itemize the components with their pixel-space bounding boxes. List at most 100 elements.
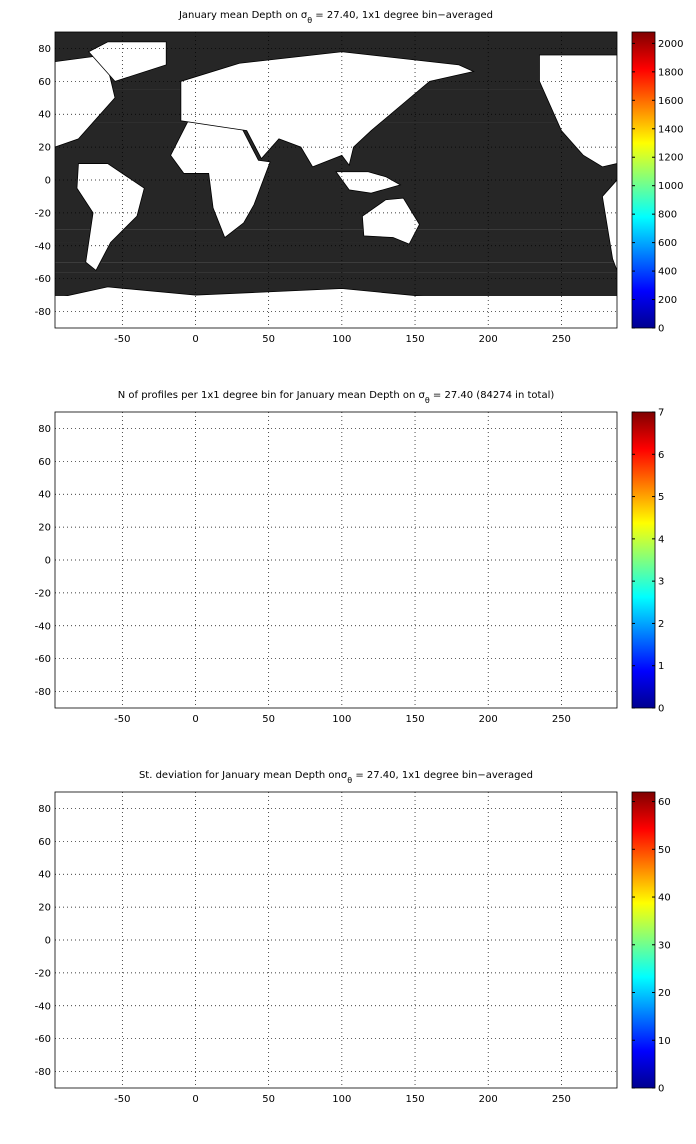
colorbar-tick-label: 1400 <box>658 124 683 135</box>
colorbar-tick-label: 1 <box>658 661 664 672</box>
title-after: = 27.40 (84274 in total) <box>430 390 555 401</box>
y-tick-label: 40 <box>38 110 51 121</box>
x-tick-label: 50 <box>262 334 275 345</box>
colorbar-tick-label: 40 <box>658 893 671 904</box>
field-band <box>55 242 617 263</box>
x-tick-label: 50 <box>262 714 275 725</box>
axes-frame <box>54 791 618 1089</box>
map-panel: St. deviation for January mean Depth onσ… <box>35 770 671 1105</box>
colorbar-tick-label: 1200 <box>658 153 683 164</box>
colorbar-tick-label: 2000 <box>658 39 683 50</box>
map-field <box>55 32 617 296</box>
x-tick-label: -50 <box>114 714 130 725</box>
x-tick-label: 50 <box>262 1094 275 1105</box>
colorbar-tick-label: 200 <box>658 295 677 306</box>
colorbar-tick-label: 60 <box>658 797 671 808</box>
axes-frame <box>54 31 618 329</box>
y-tick-label: 60 <box>38 837 51 848</box>
landmass <box>55 435 115 527</box>
map-panel: January mean Depth on σθ = 27.40, 1x1 de… <box>35 10 684 345</box>
y-tick-label: -20 <box>35 588 51 599</box>
landmass <box>89 802 167 841</box>
landmass <box>336 552 400 573</box>
landmass <box>335 171 402 194</box>
x-tick-label: 150 <box>405 1094 424 1105</box>
landmass <box>171 499 271 617</box>
title-subscript: θ <box>307 16 312 25</box>
y-tick-label: -40 <box>35 1001 51 1012</box>
title-subscript: θ <box>347 776 352 785</box>
colorbar-tick-label: 30 <box>658 940 671 951</box>
field-band <box>55 792 617 850</box>
field-band <box>55 882 617 1002</box>
landmass <box>362 578 419 624</box>
field-band <box>55 527 617 626</box>
landmass <box>181 432 474 547</box>
x-tick-label: 100 <box>332 334 351 345</box>
y-tick-label: 60 <box>38 457 51 468</box>
y-tick-label: 80 <box>38 44 51 55</box>
y-tick-label: 60 <box>38 77 51 88</box>
x-tick-label: 250 <box>552 334 571 345</box>
colorbar <box>631 791 656 1089</box>
x-tick-label: 0 <box>192 714 198 725</box>
y-tick-label: 0 <box>45 936 51 947</box>
landmass <box>77 544 144 651</box>
colorbar-tick-label: 2 <box>658 619 664 630</box>
landmass <box>55 667 617 708</box>
y-tick-label: 40 <box>38 870 51 881</box>
landmass <box>602 940 617 1030</box>
landmass <box>55 815 115 907</box>
map-panel: N of profiles per 1x1 degree bin for Jan… <box>35 390 665 725</box>
colorbar-tick-label: 400 <box>658 267 677 278</box>
landmass <box>77 924 144 1031</box>
field-band <box>55 229 617 243</box>
colorbar-tick-label: 600 <box>658 238 677 249</box>
title-subscript: θ <box>425 396 430 405</box>
x-tick-label: 200 <box>479 334 498 345</box>
y-tick-label: 0 <box>45 556 51 567</box>
colorbar-tick-label: 0 <box>658 704 664 715</box>
y-tick-label: -60 <box>35 654 51 665</box>
y-tick-label: -40 <box>35 621 51 632</box>
landmass <box>539 435 617 547</box>
colorbar-tick-label: 6 <box>658 450 664 461</box>
colorbar-tick-label: 1000 <box>658 181 683 192</box>
x-tick-label: 150 <box>405 714 424 725</box>
field-clip <box>55 32 617 296</box>
landmass <box>64 286 424 296</box>
field-band <box>55 272 617 296</box>
y-tick-label: 0 <box>45 176 51 187</box>
landmass <box>539 54 617 168</box>
title-after: = 27.40, 1x1 degree bin−averaged <box>352 770 533 781</box>
colorbar-tick-label: 4 <box>658 534 664 545</box>
landmass <box>88 41 167 82</box>
field-band <box>55 262 617 273</box>
y-tick-label: -60 <box>35 274 51 285</box>
landmass <box>539 815 617 927</box>
colorbar-tick-label: 800 <box>658 210 677 221</box>
x-tick-label: 250 <box>552 1094 571 1105</box>
y-tick-label: -80 <box>35 307 51 318</box>
x-tick-label: 200 <box>479 1094 498 1105</box>
y-tick-label: -80 <box>35 1067 51 1078</box>
landmass <box>55 54 116 148</box>
axes-frame <box>54 411 618 709</box>
y-tick-label: 20 <box>38 903 51 914</box>
landmass <box>336 932 400 953</box>
field-band <box>55 470 617 528</box>
colorbar-tick-label: 3 <box>658 577 664 588</box>
colorbar-tick-label: 10 <box>658 1036 671 1047</box>
colorbar-tick-label: 0 <box>658 324 664 335</box>
colorbar-tick-label: 0 <box>658 1084 664 1095</box>
x-tick-label: 200 <box>479 714 498 725</box>
x-tick-label: 250 <box>552 714 571 725</box>
field-band <box>55 1026 617 1059</box>
x-tick-label: -50 <box>114 1094 130 1105</box>
x-tick-label: -50 <box>114 334 130 345</box>
landmass <box>76 163 145 272</box>
panel-title: January mean Depth on σθ = 27.40, 1x1 de… <box>178 10 493 25</box>
colorbar-tick-label: 5 <box>658 492 664 503</box>
y-tick-label: -40 <box>35 241 51 252</box>
